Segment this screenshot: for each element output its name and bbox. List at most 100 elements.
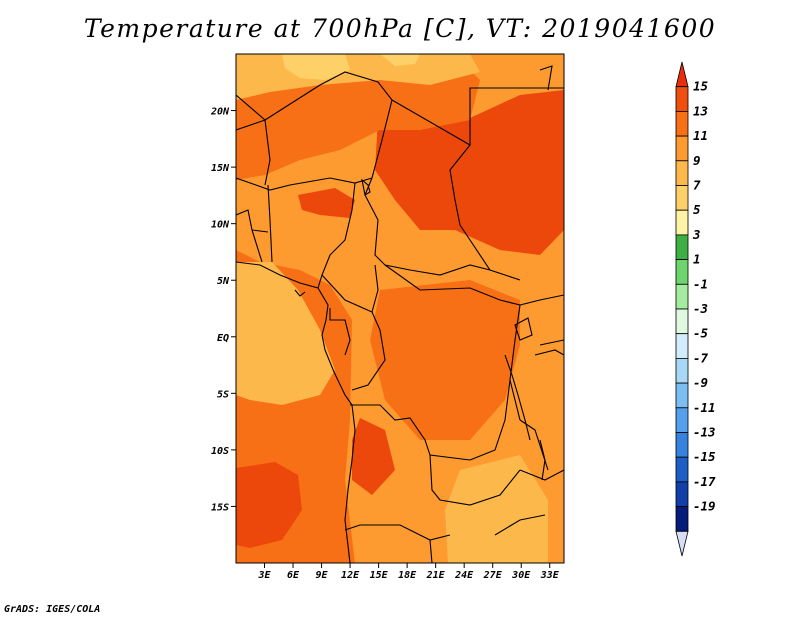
colorbar-swatch <box>675 283 689 310</box>
latitude-labels: 20N 15N 10N 5N EQ 5S 10S 15S <box>210 107 230 514</box>
colorbar-label: 1 <box>693 252 701 267</box>
lat-label: 5S <box>217 389 229 400</box>
colorbar-swatch <box>675 382 689 409</box>
field-north-13-15 <box>375 90 564 255</box>
colorbar-swatch <box>675 357 689 384</box>
lake-volta <box>294 289 306 297</box>
border-angola-south <box>344 524 451 541</box>
field-angola-13-15 <box>352 418 395 495</box>
lat-label: 15S <box>211 502 229 513</box>
border-south <box>429 539 433 563</box>
colorbar-label: -17 <box>693 474 716 489</box>
lon-label: 18E <box>398 570 417 581</box>
colorbar-label: 9 <box>693 153 701 168</box>
border-drc-north <box>384 264 521 306</box>
colorbar-swatch <box>675 111 689 137</box>
field-sahara-5-7 <box>282 54 350 80</box>
colorbar-label: 11 <box>693 128 708 143</box>
border-nw-1 <box>236 94 271 186</box>
lon-label: 12E <box>341 570 360 581</box>
colorbar-labels: 15 13 11 9 7 5 3 1 -1 -3 -5 -7 -9 -11 -13 -15 -17 -19 <box>692 79 716 514</box>
temperature-field <box>236 54 564 563</box>
lake-chad <box>361 178 371 196</box>
colorbar-swatch <box>675 308 689 335</box>
border-east-5 <box>509 379 521 421</box>
border-east-7 <box>494 514 546 536</box>
lon-label: 6E <box>287 570 300 581</box>
lon-label: 3E <box>257 570 271 581</box>
lat-label: EQ <box>217 333 229 344</box>
border-east-3 <box>534 349 564 356</box>
colorbar-swatch <box>675 135 689 162</box>
colorbar-label: 15 <box>693 79 709 94</box>
colorbar-label: -3 <box>693 301 708 316</box>
colorbar-swatch <box>675 259 689 285</box>
colorbar-label: 3 <box>692 227 701 242</box>
lake-victoria <box>514 317 533 341</box>
colorbar-label: -9 <box>693 375 708 390</box>
field-southwest-13-15 <box>236 462 302 548</box>
credit-text: GrADS: IGES/COLA <box>4 604 101 615</box>
colorbar-swatch <box>675 209 689 236</box>
colorbar <box>675 61 689 557</box>
border-nile <box>539 65 553 91</box>
country-borders <box>236 65 564 563</box>
coastline <box>236 261 356 563</box>
colorbar-label: -7 <box>693 350 709 365</box>
border-nigeria <box>267 184 273 263</box>
lon-label: 27E <box>483 570 503 581</box>
lon-label: 15E <box>370 570 389 581</box>
axis-ticks <box>231 110 551 568</box>
map-frame <box>235 53 565 564</box>
lat-label: 10N <box>211 220 230 231</box>
colorbar-label: -11 <box>693 400 716 415</box>
colorbar-label: -15 <box>693 449 716 464</box>
border-west-1 <box>236 209 263 263</box>
lon-label: 24E <box>454 570 474 581</box>
colorbar-label: 7 <box>693 178 701 193</box>
lat-label: 10S <box>211 446 229 457</box>
border-zambia <box>429 454 521 506</box>
border-congo <box>351 311 386 391</box>
colorbar-top-arrow <box>675 61 689 88</box>
field-niger-13-15 <box>298 188 355 218</box>
lon-label: 9E <box>316 570 329 581</box>
border-west-2 <box>251 229 269 233</box>
border-gabon <box>329 308 351 356</box>
border-east-1 <box>519 294 564 306</box>
colorbar-label: 13 <box>693 103 708 118</box>
colorbar-swatch <box>675 456 689 483</box>
field-central-11-13 <box>370 280 520 440</box>
colorbar-swatch <box>675 160 689 186</box>
chart-title: Temperature at 700hPa [C], VT: 201904160… <box>83 14 717 43</box>
lon-label: 21E <box>426 570 446 581</box>
lake-tanganyika <box>504 354 531 441</box>
colorbar-bottom-arrow <box>675 530 689 557</box>
lake-malawi <box>539 439 546 481</box>
lat-label: 15N <box>211 163 230 174</box>
border-east-2 <box>539 339 564 346</box>
longitude-labels: 3E 6E 9E 12E 15E 18E 21E 24E 27E 30E 33E <box>257 570 559 581</box>
colorbar-label: -1 <box>693 276 708 291</box>
lon-label: 33E <box>540 570 560 581</box>
field-tanzania-9-11 <box>525 290 564 380</box>
colorbar-swatch <box>675 234 689 260</box>
colorbar-swatch <box>675 407 689 433</box>
colorbar-label: -19 <box>693 499 716 514</box>
border-nw-2 <box>236 119 266 131</box>
colorbar-swatch <box>675 333 689 359</box>
field-west-7-9 <box>236 262 335 405</box>
colorbar-swatch <box>675 432 689 458</box>
border-sahel <box>236 177 373 191</box>
lat-label: 20N <box>210 107 230 118</box>
colorbar-swatch <box>675 185 689 211</box>
colorbar-swatch <box>675 86 689 112</box>
border-algeria-niger <box>264 71 393 179</box>
colorbar-label: -13 <box>693 425 716 440</box>
lat-label: 5N <box>217 276 230 287</box>
lon-label: 30E <box>511 570 531 581</box>
field-sahara-5-7-east <box>380 54 420 66</box>
field-east-7-9 <box>445 455 548 563</box>
colorbar-label: 5 <box>693 202 701 217</box>
